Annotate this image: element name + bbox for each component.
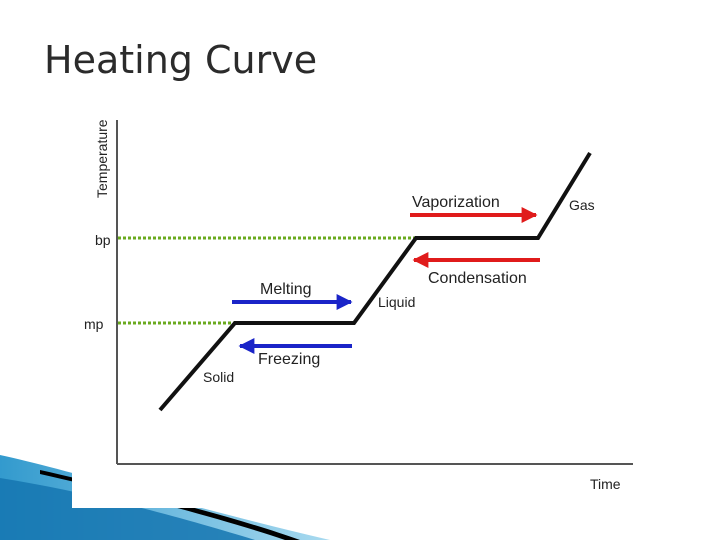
vaporization-label: Vaporization: [412, 194, 500, 211]
melting-label: Melting: [260, 281, 312, 298]
phase-label-solid: Solid: [203, 369, 234, 385]
x-axis-label: Time: [590, 476, 621, 492]
heating-curve: [158, 151, 592, 412]
mp-label: mp: [84, 316, 104, 332]
bp-label: bp: [95, 232, 111, 248]
slide-title: Heating Curve: [44, 38, 318, 82]
y-axis-label: Temperature: [94, 119, 110, 198]
condensation-label: Condensation: [428, 270, 527, 287]
freezing-label: Freezing: [258, 351, 320, 368]
phase-label-liquid: Liquid: [378, 294, 415, 310]
phase-label-gas: Gas: [569, 197, 595, 213]
